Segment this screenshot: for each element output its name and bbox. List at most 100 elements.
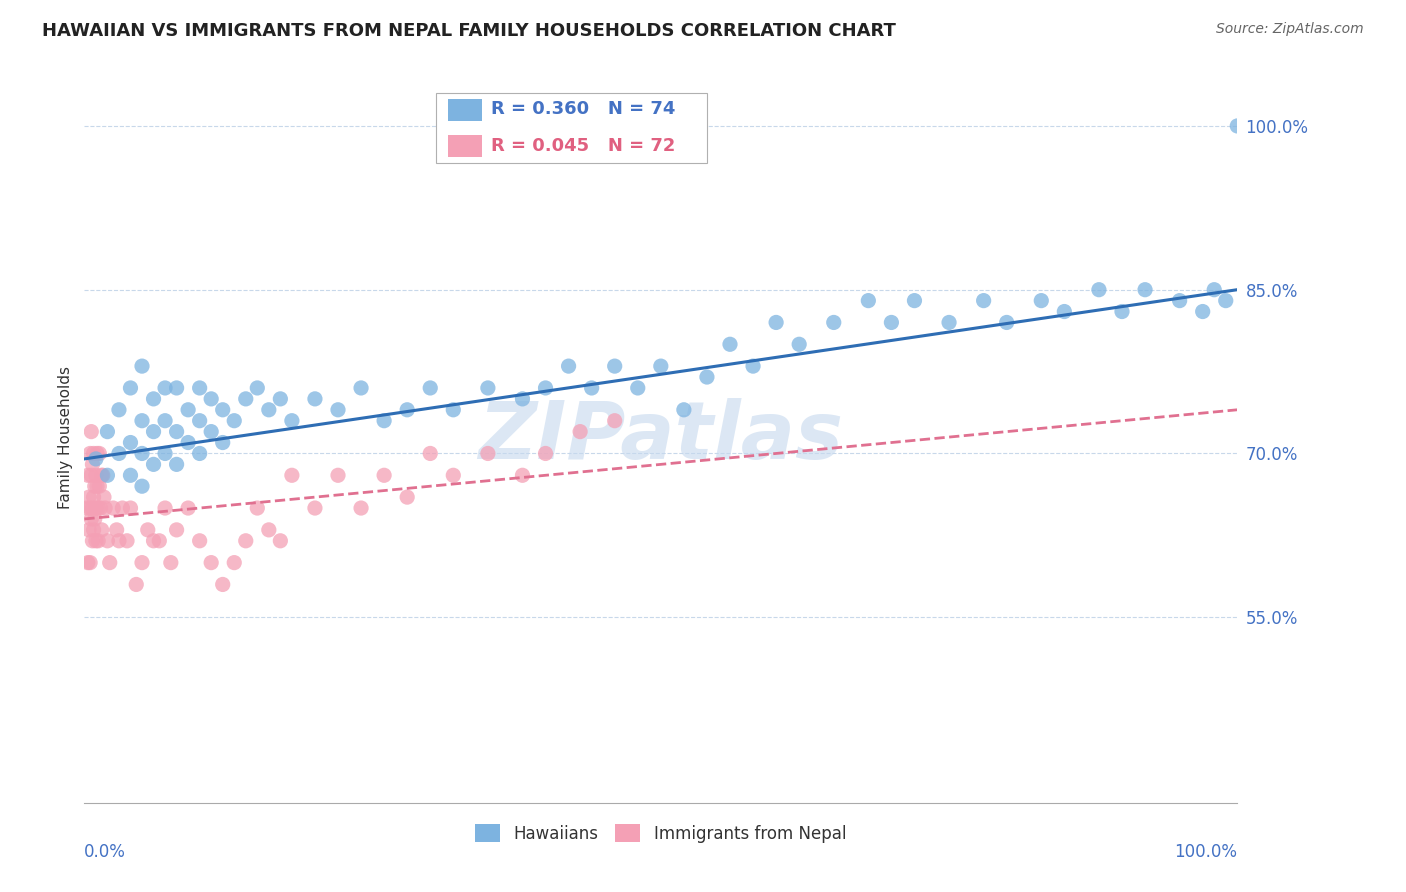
Point: [224, 556, 246, 570]
Point: [787, 337, 810, 351]
Point: [200, 392, 222, 406]
Point: [1111, 304, 1133, 318]
Point: [77, 490, 100, 504]
Point: [569, 425, 592, 439]
Point: [742, 359, 765, 373]
Point: [89, 446, 111, 460]
Text: R = 0.360   N = 74: R = 0.360 N = 74: [491, 101, 676, 119]
Point: [304, 392, 326, 406]
Point: [373, 468, 395, 483]
Point: [86, 446, 108, 460]
Point: [441, 402, 464, 417]
Point: [91, 468, 114, 483]
Point: [603, 359, 626, 373]
Point: [188, 414, 211, 428]
Point: [153, 501, 176, 516]
Point: [84, 533, 107, 548]
Point: [83, 523, 105, 537]
Point: [80, 425, 103, 439]
Point: [557, 359, 579, 373]
Point: [153, 381, 176, 395]
Point: [84, 468, 107, 483]
Point: [188, 533, 211, 548]
Text: ZIPatlas: ZIPatlas: [478, 398, 844, 476]
Point: [79, 501, 101, 516]
Text: HAWAIIAN VS IMMIGRANTS FROM NEPAL FAMILY HOUSEHOLDS CORRELATION CHART: HAWAIIAN VS IMMIGRANTS FROM NEPAL FAMILY…: [42, 22, 896, 40]
Point: [257, 402, 280, 417]
Point: [1053, 304, 1076, 318]
Point: [419, 381, 441, 395]
Point: [326, 468, 349, 483]
Point: [938, 315, 960, 329]
Point: [995, 315, 1018, 329]
Point: [166, 523, 188, 537]
Point: [304, 501, 326, 516]
Point: [477, 446, 499, 460]
Point: [166, 381, 188, 395]
Point: [211, 402, 233, 417]
Point: [281, 468, 304, 483]
Point: [94, 501, 117, 516]
Point: [142, 533, 165, 548]
FancyBboxPatch shape: [447, 135, 482, 157]
Point: [603, 414, 626, 428]
Point: [83, 512, 105, 526]
Point: [120, 381, 142, 395]
Point: [108, 446, 131, 460]
Point: [89, 479, 111, 493]
Point: [111, 501, 134, 516]
Point: [534, 381, 557, 395]
Point: [1226, 119, 1249, 133]
Point: [108, 402, 131, 417]
Point: [83, 490, 105, 504]
Point: [880, 315, 903, 329]
Point: [1215, 293, 1237, 308]
Point: [82, 458, 104, 472]
Point: [131, 414, 153, 428]
Text: R = 0.045   N = 72: R = 0.045 N = 72: [491, 137, 676, 155]
Point: [246, 381, 269, 395]
Point: [82, 501, 104, 516]
Point: [211, 577, 233, 591]
Point: [1168, 293, 1191, 308]
Point: [246, 501, 269, 516]
Point: [131, 446, 153, 460]
Point: [115, 533, 138, 548]
Point: [1191, 304, 1213, 318]
Point: [350, 381, 373, 395]
Point: [142, 425, 165, 439]
Point: [125, 577, 148, 591]
Point: [858, 293, 880, 308]
Text: 100.0%: 100.0%: [1174, 843, 1237, 861]
Point: [350, 501, 373, 516]
Text: Source: ZipAtlas.com: Source: ZipAtlas.com: [1216, 22, 1364, 37]
Point: [131, 556, 153, 570]
Point: [257, 523, 280, 537]
Point: [90, 523, 112, 537]
Point: [477, 381, 499, 395]
Point: [105, 523, 128, 537]
Point: [235, 533, 257, 548]
Point: [718, 337, 741, 351]
Point: [153, 414, 176, 428]
Point: [973, 293, 995, 308]
Point: [76, 556, 98, 570]
Point: [269, 392, 291, 406]
Point: [581, 381, 603, 395]
Point: [512, 468, 534, 483]
Point: [136, 523, 159, 537]
Point: [200, 556, 222, 570]
Point: [87, 501, 110, 516]
Point: [76, 468, 98, 483]
Point: [82, 533, 104, 548]
Point: [512, 392, 534, 406]
Point: [235, 392, 257, 406]
Point: [153, 446, 176, 460]
Point: [627, 381, 650, 395]
Point: [1204, 283, 1226, 297]
Point: [79, 446, 101, 460]
Point: [188, 381, 211, 395]
Point: [77, 523, 100, 537]
Point: [80, 468, 103, 483]
Point: [90, 468, 112, 483]
